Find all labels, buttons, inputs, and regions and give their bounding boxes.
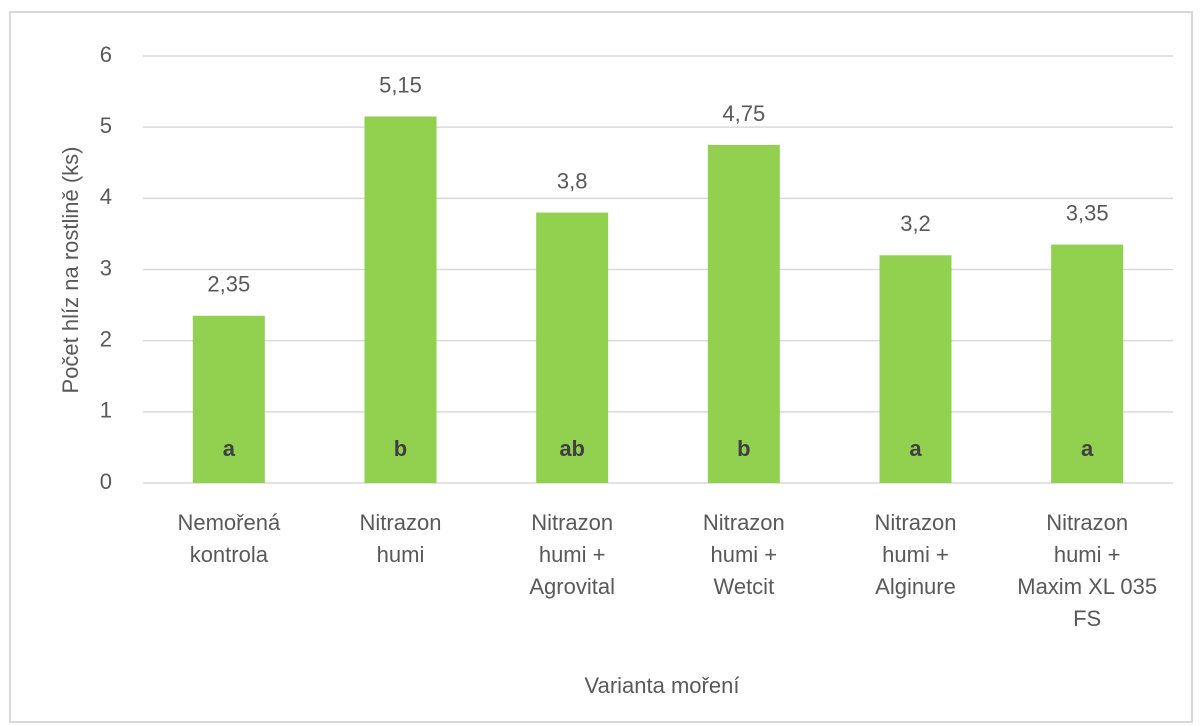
x-tick-label: humi + <box>711 542 778 567</box>
x-tick-label: Nitrazon <box>703 510 785 535</box>
x-tick-label: Nitrazon <box>531 510 613 535</box>
x-tick-label: Agrovital <box>529 574 615 599</box>
x-tick-label: Nemořená <box>177 510 280 535</box>
value-label: 3,2 <box>900 211 931 236</box>
significance-letter: a <box>1081 436 1094 461</box>
bar <box>1051 244 1124 483</box>
x-tick-label: kontrola <box>190 542 269 567</box>
y-tick-label: 5 <box>100 113 112 138</box>
x-tick-label: humi + <box>539 542 606 567</box>
y-tick-label: 6 <box>100 42 112 67</box>
y-tick-label: 0 <box>100 469 112 494</box>
bar <box>536 212 609 484</box>
x-tick-label: Wetcit <box>713 574 774 599</box>
significance-letter: a <box>909 436 922 461</box>
x-axis-title: Varianta moření <box>585 673 740 698</box>
value-label: 5,15 <box>379 72 422 97</box>
y-tick-label: 3 <box>100 255 112 280</box>
value-label: 2,35 <box>207 272 250 297</box>
value-label: 3,8 <box>557 168 588 193</box>
value-label: 3,35 <box>1066 200 1109 225</box>
x-tick-label: humi <box>377 542 425 567</box>
significance-letter: b <box>737 436 750 461</box>
bar <box>879 255 952 483</box>
x-tick-label: Nitrazon <box>360 510 442 535</box>
x-tick-label: humi + <box>1054 542 1121 567</box>
significance-letter: ab <box>559 436 585 461</box>
y-tick-label: 1 <box>100 398 112 423</box>
x-tick-label: Alginure <box>875 574 956 599</box>
x-tick-label: Maxim XL 035 <box>1017 574 1157 599</box>
y-axis-title: Počet hlíz na rostlině (ks) <box>58 147 83 394</box>
significance-letter: b <box>394 436 407 461</box>
x-tick-label: humi + <box>882 542 949 567</box>
x-tick-label: Nitrazon <box>875 510 957 535</box>
bar <box>192 315 265 483</box>
x-tick-label: Nitrazon <box>1046 510 1128 535</box>
bar <box>364 116 437 483</box>
significance-letter: a <box>223 436 236 461</box>
value-label: 4,75 <box>722 101 765 126</box>
bar <box>707 144 780 484</box>
y-tick-label: 2 <box>100 326 112 351</box>
x-tick-label: FS <box>1073 606 1101 631</box>
y-tick-label: 4 <box>100 184 112 209</box>
